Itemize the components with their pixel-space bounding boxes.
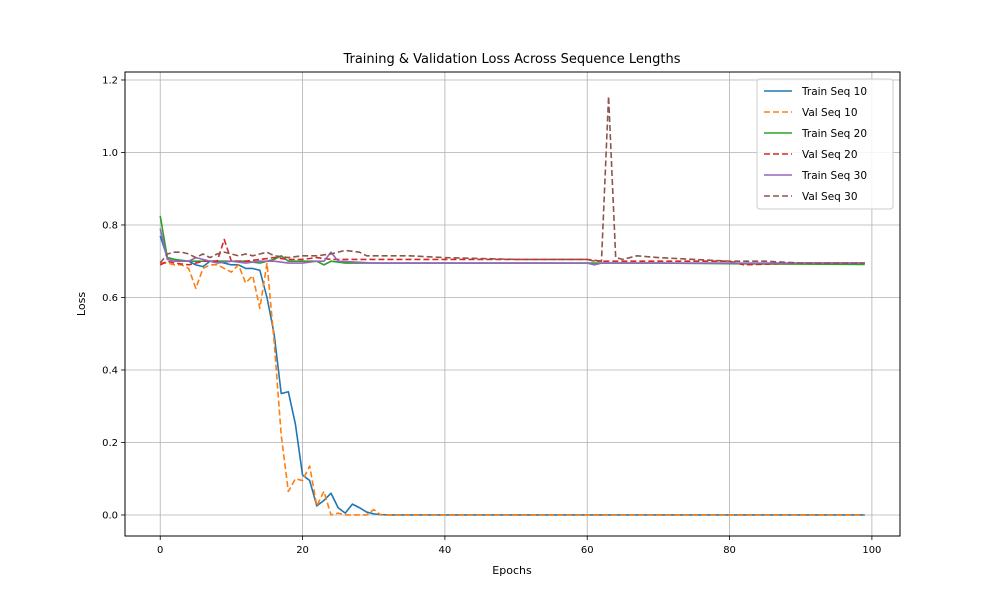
- series-line-val-seq-30: [159, 95, 865, 264]
- y-tick-label: 0.0: [102, 510, 118, 521]
- legend-label: Train Seq 20: [801, 128, 867, 140]
- y-tick-label: 0.4: [102, 365, 118, 376]
- legend-box: [756, 78, 894, 210]
- x-tick-label: 0: [157, 545, 163, 556]
- chart-title: Training & Validation Loss Across Sequen…: [342, 52, 680, 67]
- legend: Train Seq 10 Val Seq 10 Train Seq 20 Val Se…: [756, 78, 894, 210]
- x-tick-label: 40: [439, 545, 452, 556]
- legend-label: Val Seq 20: [802, 149, 858, 161]
- legend-label: Val Seq 10: [802, 107, 858, 119]
- y-tick-label: 1.2: [102, 75, 118, 86]
- y-tick-label: 0.2: [102, 438, 118, 449]
- legend-label: Train Seq 30: [801, 170, 867, 182]
- x-tick-label: 100: [862, 545, 881, 556]
- y-tick-label: 0.6: [102, 293, 118, 304]
- plot-frame: [124, 71, 901, 537]
- x-tick-label: 80: [723, 545, 736, 556]
- legend-label: Val Seq 30: [802, 191, 858, 203]
- series-line-val-seq-10: [160, 262, 865, 516]
- series-line-train-seq-30: [159, 228, 865, 266]
- y-tick-label: 0.8: [102, 220, 118, 231]
- x-tick-label: 20: [296, 545, 309, 556]
- x-tick-label: 60: [581, 545, 594, 556]
- legend-label: Train Seq 10: [801, 86, 867, 98]
- y-tick-label: 1.0: [102, 148, 118, 159]
- axis-ticks: 0 20 40 60 80 100 0.0 0.2 0.4 0.6 0.8 1.0 1.2: [102, 75, 881, 556]
- x-axis-label: Epochs: [492, 564, 532, 577]
- series-layer: [159, 95, 865, 516]
- series-line-train-seq-10: [159, 235, 865, 516]
- y-axis-label: Loss: [75, 292, 88, 316]
